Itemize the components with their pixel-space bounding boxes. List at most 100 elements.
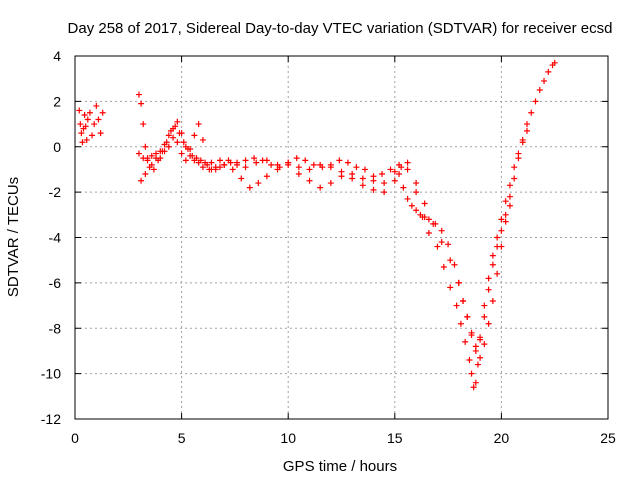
data-point: [302, 157, 309, 164]
data-point: [344, 159, 351, 166]
data-point: [78, 130, 85, 137]
data-point: [150, 166, 157, 173]
data-point: [295, 170, 302, 177]
data-point: [477, 354, 484, 361]
data-point: [391, 177, 398, 184]
data-point: [528, 109, 535, 116]
data-point: [142, 170, 149, 177]
data-point: [460, 298, 467, 305]
data-point: [453, 302, 460, 309]
data-point: [413, 180, 420, 187]
data-point: [189, 152, 196, 159]
data-point: [338, 173, 345, 180]
data-point: [165, 143, 172, 150]
data-point: [197, 157, 204, 164]
data-point: [319, 164, 326, 171]
chart-title: Day 258 of 2017, Sidereal Day-to-day VTE…: [68, 20, 613, 37]
data-point: [182, 157, 189, 164]
data-point: [91, 121, 98, 128]
data-point: [76, 107, 83, 114]
y-tick-label: -2: [49, 184, 62, 200]
data-point: [246, 184, 253, 191]
data-point: [464, 313, 471, 320]
x-tick-label: 20: [494, 430, 510, 446]
data-point: [421, 214, 428, 221]
data-point: [295, 164, 302, 171]
data-point: [545, 68, 552, 75]
data-point: [391, 168, 398, 175]
data-point: [242, 157, 249, 164]
data-point: [498, 227, 505, 234]
data-point: [404, 159, 411, 166]
data-point: [425, 216, 432, 223]
x-tick-label: 25: [600, 430, 616, 446]
y-tick-label: -8: [49, 320, 62, 336]
y-tick-label: -4: [49, 230, 62, 246]
data-point: [370, 173, 377, 180]
data-point: [95, 116, 102, 123]
data-point: [381, 180, 388, 187]
data-point: [485, 275, 492, 282]
data-point: [216, 157, 223, 164]
data-point: [140, 121, 147, 128]
data-point: [221, 161, 228, 168]
data-point: [511, 164, 518, 171]
data-point: [523, 127, 530, 134]
data-point: [93, 102, 100, 109]
data-point: [178, 150, 185, 157]
data-point: [167, 127, 174, 134]
data-point: [396, 170, 403, 177]
data-point: [498, 216, 505, 223]
data-point: [404, 195, 411, 202]
data-point: [86, 109, 93, 116]
data-point: [494, 234, 501, 241]
data-point: [536, 87, 543, 94]
axis-ticks: 0 5 10 15 20 25 -12 -10 -8 -6 -4 -2 0 2 4: [41, 48, 616, 446]
data-point: [353, 164, 360, 171]
data-point: [494, 270, 501, 277]
data-point: [146, 164, 153, 171]
data-point: [195, 121, 202, 128]
data-point: [502, 198, 509, 205]
data-point: [359, 175, 366, 182]
data-point: [417, 211, 424, 218]
data-point: [99, 109, 106, 116]
y-tick-label: -12: [41, 411, 61, 427]
data-point: [445, 241, 452, 248]
data-point: [176, 130, 183, 137]
data-point: [438, 239, 445, 246]
y-tick-label: 0: [53, 139, 61, 155]
data-point: [234, 159, 241, 166]
data-point: [184, 146, 191, 153]
data-point: [519, 139, 526, 146]
data-point: [379, 170, 386, 177]
data-point: [408, 202, 415, 209]
grid-lines: [75, 56, 608, 419]
data-point: [293, 155, 300, 162]
data-point: [474, 361, 481, 368]
data-point: [268, 161, 275, 168]
data-point: [255, 180, 262, 187]
data-point: [359, 182, 366, 189]
data-point: [238, 175, 245, 182]
data-point: [447, 257, 454, 264]
data-point: [468, 332, 475, 339]
data-point: [79, 139, 86, 146]
data-point: [89, 132, 96, 139]
data-point: [138, 100, 145, 107]
data-point: [489, 261, 496, 268]
data-point: [327, 180, 334, 187]
data-point: [515, 155, 522, 162]
data-point: [135, 150, 142, 157]
data-point: [199, 136, 206, 143]
data-point: [253, 159, 260, 166]
data-point: [502, 218, 509, 225]
data-point: [421, 200, 428, 207]
data-point: [82, 123, 89, 130]
x-axis-label: GPS time / hours: [283, 458, 397, 475]
data-point: [470, 384, 477, 391]
data-point: [202, 159, 209, 166]
data-point: [541, 77, 548, 84]
data-point: [457, 320, 464, 327]
data-point: [163, 139, 170, 146]
